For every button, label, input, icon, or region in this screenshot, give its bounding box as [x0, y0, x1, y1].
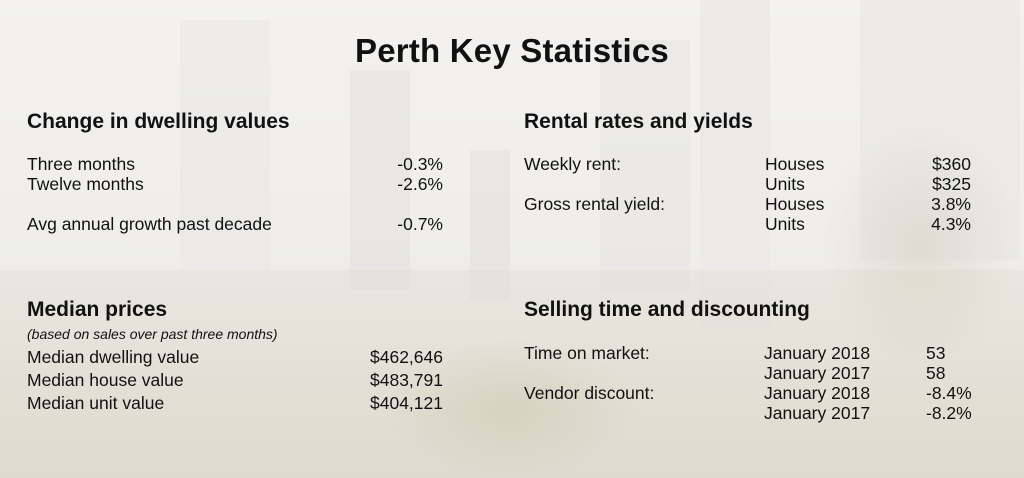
rental-type: Houses: [765, 154, 825, 174]
selling-label: Time on market:: [524, 343, 650, 363]
page-title: Perth Key Statistics: [355, 32, 669, 69]
rental-label: Gross rental yield:: [524, 194, 666, 214]
selling-value: 58: [926, 363, 946, 383]
selling-label: Vendor discount:: [524, 383, 655, 403]
median-heading: Median prices: [27, 298, 168, 321]
selling-value: -8.4%: [926, 383, 972, 403]
rental-value: 3.8%: [931, 194, 971, 214]
dwelling-label: Three months: [27, 154, 135, 174]
median-value: $404,121: [370, 393, 443, 413]
rental-value: $325: [932, 174, 971, 194]
dwelling-label: Avg annual growth past decade: [27, 214, 272, 234]
rental-value: $360: [932, 154, 971, 174]
median-label: Median house value: [27, 370, 184, 390]
dwelling-value: -0.7%: [397, 214, 443, 234]
selling-period: January 2017: [764, 403, 871, 423]
selling-value: 53: [926, 343, 946, 363]
selling-period: January 2017: [764, 363, 871, 383]
rental-type: Houses: [765, 194, 825, 214]
median-value: $483,791: [370, 370, 443, 390]
selling-heading: Selling time and discounting: [524, 298, 810, 321]
rental-heading: Rental rates and yields: [524, 110, 753, 133]
median-note: (based on sales over past three months): [27, 326, 278, 342]
selling-period: January 2018: [764, 383, 871, 403]
rental-type: Units: [765, 174, 805, 194]
median-value: $462,646: [370, 347, 443, 367]
dwelling-value: -2.6%: [397, 174, 443, 194]
selling-value: -8.2%: [926, 403, 972, 423]
rental-type: Units: [765, 214, 805, 234]
dwelling-heading: Change in dwelling values: [27, 110, 290, 133]
dwelling-label: Twelve months: [27, 174, 144, 194]
median-label: Median unit value: [27, 393, 165, 413]
selling-period: January 2018: [764, 343, 871, 363]
dwelling-value: -0.3%: [397, 154, 443, 174]
rental-value: 4.3%: [931, 214, 971, 234]
median-label: Median dwelling value: [27, 347, 200, 367]
rental-label: Weekly rent:: [524, 154, 621, 174]
